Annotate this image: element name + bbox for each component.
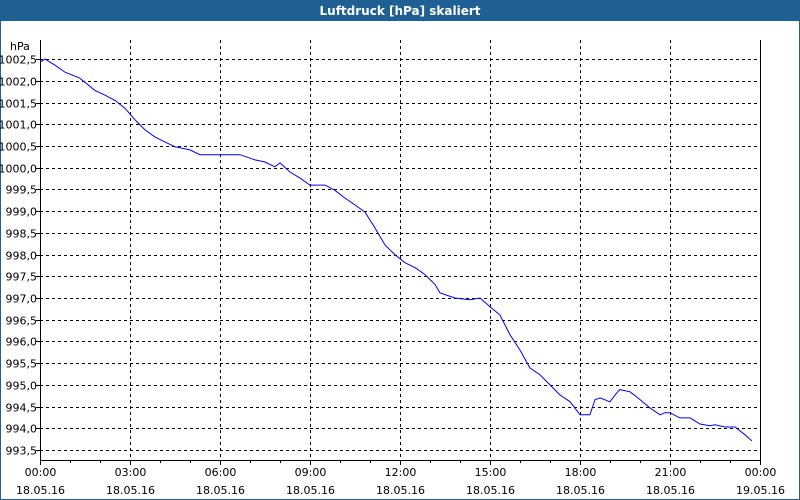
y-tick-label: 1001,5	[0, 98, 37, 111]
y-tick-label: 996,5	[6, 315, 38, 328]
x-tick-label-date: 18.05.16	[286, 484, 335, 497]
x-tick-label-time: 21:00	[655, 466, 687, 479]
grid	[40, 40, 760, 460]
y-tick-label: 995,5	[6, 358, 38, 371]
y-tick-label: 997,0	[6, 293, 38, 306]
x-tick-label-date: 18.05.16	[16, 484, 65, 497]
y-tick-label: 994,0	[6, 423, 38, 436]
x-tick-label-date: 18.05.16	[196, 484, 245, 497]
y-tick-label: 1001,0	[0, 119, 37, 132]
x-tick-label-date: 18.05.16	[466, 484, 515, 497]
pressure-line	[39, 58, 753, 442]
x-tick-label-time: 03:00	[115, 466, 147, 479]
x-tick-label-date: 18.05.16	[556, 484, 605, 497]
window-title: Luftdruck [hPa] skaliert	[1, 1, 799, 21]
y-tick-label: 1000,5	[0, 141, 37, 154]
x-tick-label-date: 18.05.16	[376, 484, 425, 497]
y-tick-label: 1002,5	[0, 54, 37, 67]
x-tick-label-time: 00:00	[25, 466, 57, 479]
y-tick-label: 995,0	[6, 380, 38, 393]
x-tick-label-time: 15:00	[475, 466, 507, 479]
y-axis-unit: hPa	[10, 40, 30, 53]
x-tick-label-time: 09:00	[295, 466, 327, 479]
x-tick-label-date: 18.05.16	[646, 484, 695, 497]
y-tick-label: 1000,0	[0, 163, 37, 176]
y-tick-label: 999,0	[6, 206, 38, 219]
x-tick-label-time: 00:00	[745, 466, 777, 479]
y-tick-label: 996,0	[6, 336, 38, 349]
y-tick-label: 999,5	[6, 184, 38, 197]
x-tick-label-time: 06:00	[205, 466, 237, 479]
y-tick-label: 1002,0	[0, 76, 37, 89]
axes: 1002,5 1002,0 1001,5 1001,0 1000,5 1000,0 999,…	[0, 40, 785, 497]
y-tick-label: 998,5	[6, 228, 38, 241]
y-tick-label: 997,5	[6, 271, 38, 284]
series-group	[39, 58, 753, 442]
x-tick-label-time: 18:00	[565, 466, 597, 479]
x-tick-label-time: 12:00	[385, 466, 417, 479]
x-tick-label-date: 18.05.16	[106, 484, 155, 497]
y-tick-label: 994,5	[6, 402, 38, 415]
x-tick-label-date: 19.05.16	[736, 484, 785, 497]
y-tick-label: 993,5	[6, 445, 38, 458]
y-tick-label: 998,0	[6, 250, 38, 263]
